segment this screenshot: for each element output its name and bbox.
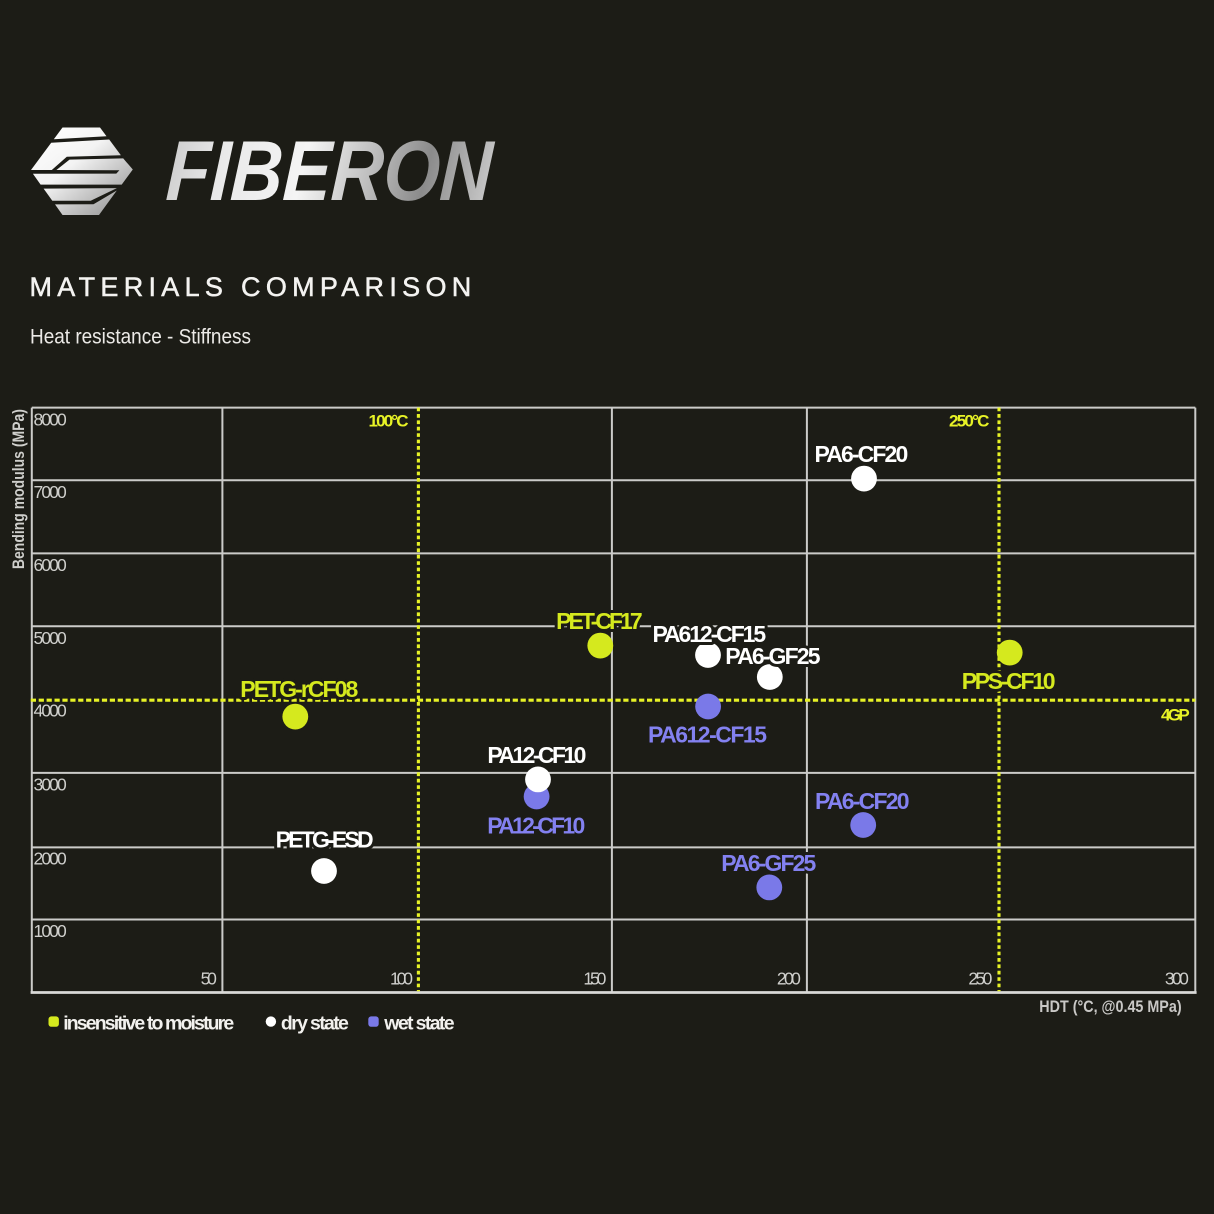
svg-text:PETG-ESD: PETG-ESD [276,827,374,853]
svg-text:PA6-GF25: PA6-GF25 [721,850,816,876]
svg-text:PA12-CF10: PA12-CF10 [487,742,586,768]
svg-text:50: 50 [201,968,218,988]
svg-text:8000: 8000 [34,409,67,429]
svg-text:PPS-CF10: PPS-CF10 [962,668,1056,694]
svg-text:250°C: 250°C [949,411,989,430]
svg-text:PA12-CF10: PA12-CF10 [487,812,585,838]
svg-text:PA612-CF15: PA612-CF15 [652,621,766,647]
svg-text:5000: 5000 [34,628,67,648]
svg-text:FIBERON: FIBERON [164,124,496,219]
svg-text:PA6-GF25: PA6-GF25 [721,850,816,876]
svg-text:HDT (°C, @0.45 MPa): HDT (°C, @0.45 MPa) [1039,998,1181,1016]
svg-text:MATERIALS COMPARISON: MATERIALS COMPARISON [30,272,477,302]
svg-text:100: 100 [390,968,413,988]
svg-text:PA6-CF20: PA6-CF20 [815,788,910,814]
svg-text:1000: 1000 [34,921,67,941]
svg-text:dry state: dry state [281,1013,349,1035]
svg-text:PPS-CF10: PPS-CF10 [962,668,1056,694]
svg-text:2000: 2000 [34,848,67,868]
svg-text:PA12-CF10: PA12-CF10 [487,742,586,768]
svg-text:150: 150 [583,968,606,988]
svg-text:Bending modulus (MPa): Bending modulus (MPa) [9,409,28,569]
svg-text:PA6-CF20: PA6-CF20 [815,441,909,467]
svg-text:PETG-rCF08: PETG-rCF08 [240,676,358,702]
svg-text:PA612-CF15: PA612-CF15 [652,621,766,647]
svg-text:3000: 3000 [34,775,67,795]
svg-text:4GP: 4GP [1161,705,1190,724]
svg-text:100°C: 100°C [369,411,409,430]
svg-text:PA612-CF15: PA612-CF15 [648,722,767,748]
svg-text:6000: 6000 [34,555,67,575]
svg-text:PA12-CF10: PA12-CF10 [487,812,585,838]
svg-text:7000: 7000 [34,482,67,502]
svg-text:PET-CF17: PET-CF17 [556,608,643,634]
svg-text:Heat resistance - Stiffness: Heat resistance - Stiffness [30,326,251,349]
svg-text:200: 200 [777,968,801,988]
svg-text:4000: 4000 [34,701,67,721]
svg-text:PETG-ESD: PETG-ESD [276,827,374,853]
svg-text:PETG-rCF08: PETG-rCF08 [240,676,358,702]
svg-text:PA6-CF20: PA6-CF20 [815,441,909,467]
svg-text:PA612-CF15: PA612-CF15 [648,722,767,748]
svg-text:PET-CF17: PET-CF17 [556,608,643,634]
svg-text:250: 250 [968,968,992,988]
svg-text:300: 300 [1165,968,1189,988]
svg-text:PA6-GF25: PA6-GF25 [725,643,820,669]
svg-text:insensitive to moisture: insensitive to moisture [63,1013,234,1035]
svg-text:PA6-CF20: PA6-CF20 [815,788,910,814]
svg-text:wet state: wet state [383,1013,454,1035]
svg-text:PA6-GF25: PA6-GF25 [725,643,820,669]
